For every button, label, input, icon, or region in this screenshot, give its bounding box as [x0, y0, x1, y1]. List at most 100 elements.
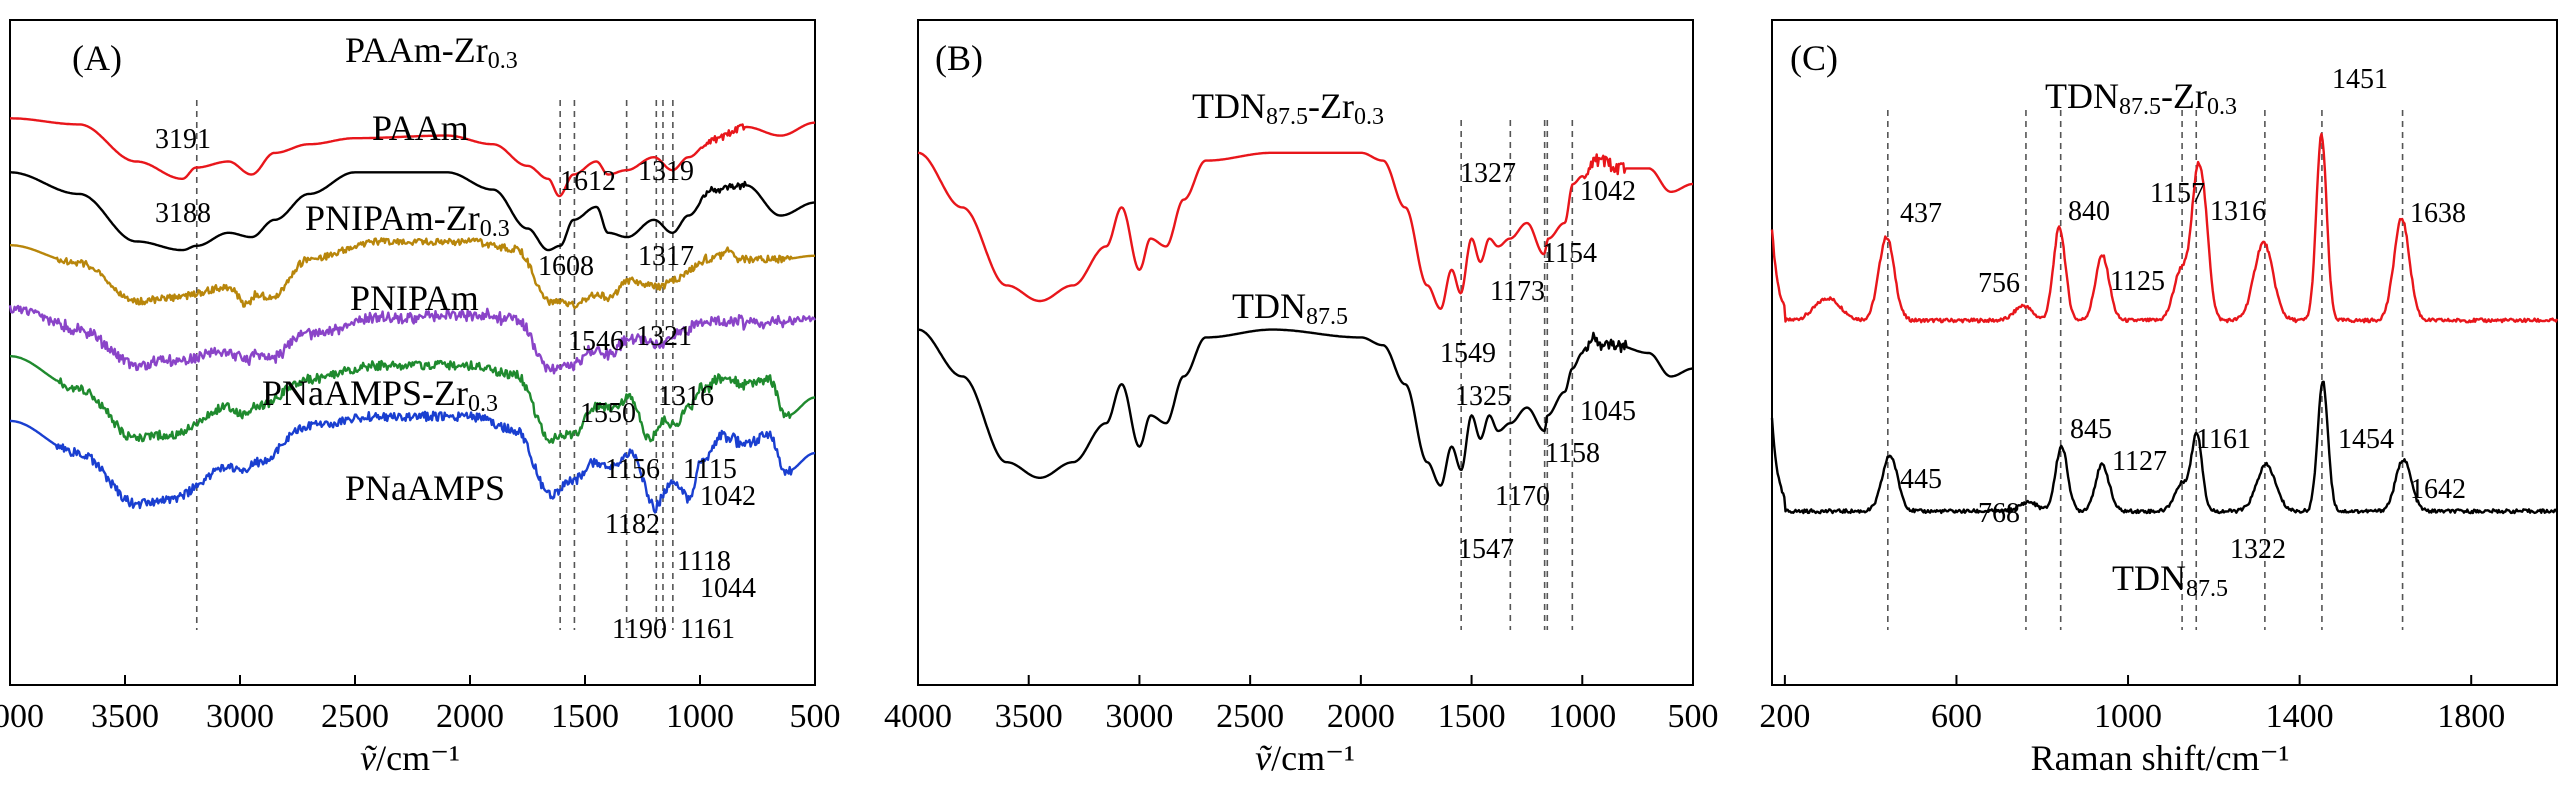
- x-tick-label: 600: [1931, 698, 1982, 735]
- panel-c-ticks: 200 600 1000 1400 1800: [1759, 675, 2505, 735]
- x-tick-label: 4000: [884, 698, 952, 735]
- peak-label: 1638: [2410, 198, 2466, 229]
- peak-label: 1316: [658, 381, 714, 412]
- x-tick-label: 3500: [995, 698, 1063, 735]
- x-tick-label: 3500: [91, 698, 159, 735]
- peak-label: 768: [1978, 498, 2020, 529]
- label-tdn: TDN87.5: [1232, 286, 1348, 330]
- peak-label: 1156: [605, 454, 660, 485]
- panel-c-guides: [1887, 110, 2404, 630]
- panel-a-curves: [8, 117, 817, 514]
- panel-c-label: (C): [1790, 38, 1838, 78]
- peak-label: 1190: [612, 614, 667, 645]
- x-tick-label: 200: [1759, 698, 1810, 735]
- x-tick-label: 1000: [2094, 698, 2162, 735]
- series-line: [8, 304, 817, 375]
- series-line: [9, 410, 816, 514]
- peak-label: 1161: [680, 614, 735, 645]
- panel-b: (B) 4000 3500 3000 2500 2000 1500 1000 500 TDN8…: [884, 19, 1719, 778]
- peak-label: 1451: [2332, 64, 2388, 95]
- label-pnipam: PNIPAm: [350, 278, 479, 318]
- peak-label: 1547: [1458, 534, 1514, 565]
- peak-label: 1317: [638, 241, 694, 272]
- series-line: [9, 117, 816, 198]
- label-pnipam-zr: PNIPAm-Zr0.3: [305, 198, 510, 242]
- panel-a-frame: [9, 19, 816, 686]
- series-line: [9, 237, 816, 310]
- panel-c-frame: [1771, 19, 2558, 686]
- peak-label: 1322: [2230, 534, 2286, 565]
- panel-b-ticks: 4000 3500 3000 2500 2000 1500 1000 500: [884, 675, 1719, 735]
- peak-label: 1118: [677, 546, 731, 577]
- series-line: [1770, 132, 2559, 324]
- label-raman-tdn-zr: TDN87.5-Zr0.3: [2045, 76, 2237, 120]
- label-raman-tdn: TDN87.5: [2112, 558, 2228, 602]
- series-line: [9, 171, 816, 252]
- label-pnaamps-zr: PNaAMPS-Zr0.3: [262, 373, 498, 417]
- panel-b-xlabel: ṽ/cm⁻¹: [1255, 738, 1355, 778]
- peak-label: 1045: [1580, 396, 1636, 427]
- peak-label: 1161: [2196, 424, 2251, 455]
- x-tick-label: 2500: [1216, 698, 1284, 735]
- series-line: [917, 328, 1694, 487]
- label-paam: PAAm: [372, 108, 469, 148]
- peak-label: 756: [1978, 268, 2020, 299]
- series-line: [1770, 380, 2559, 515]
- peak-label: 1549: [1440, 338, 1496, 369]
- peak-label: 840: [2068, 196, 2110, 227]
- x-tick-label: 4000: [0, 698, 44, 735]
- label-paam-zr: PAAm-Zr0.3: [345, 30, 518, 74]
- peak-label: 3191: [155, 124, 211, 155]
- x-tick-label: 2000: [436, 698, 504, 735]
- panel-a-label: (A): [72, 38, 122, 78]
- peak-label: 1182: [605, 509, 660, 540]
- series-line: [917, 151, 1694, 310]
- label-pnaamps: PNaAMPS: [345, 468, 505, 508]
- peak-label: 1642: [2410, 474, 2466, 505]
- series-line: [9, 355, 816, 444]
- peak-label: 1321: [636, 321, 692, 352]
- peak-label: 1325: [1455, 381, 1511, 412]
- peak-label: 1127: [2112, 446, 2167, 477]
- peak-label: 1157: [2150, 178, 2205, 209]
- peak-label: 1173: [1490, 276, 1545, 307]
- panel-c: (C) 200 600 1000 1400 1800 TDN87.5-Zr0.3 TDN…: [1759, 19, 2559, 778]
- peak-label: 1319: [638, 156, 694, 187]
- x-tick-label: 3000: [1105, 698, 1173, 735]
- x-tick-label: 1500: [551, 698, 619, 735]
- x-tick-label: 3000: [206, 698, 274, 735]
- peak-label: 1158: [1545, 438, 1600, 469]
- panel-c-xlabel: Raman shift/cm⁻¹: [2031, 738, 2290, 778]
- peak-label: 1612: [560, 166, 616, 197]
- peak-label: 1550: [580, 398, 636, 429]
- peak-label: 1115: [683, 454, 737, 485]
- x-tick-label: 1500: [1438, 698, 1506, 735]
- peak-label: 845: [2070, 414, 2112, 445]
- peak-label: 437: [1900, 198, 1942, 229]
- peak-label: 1170: [1495, 481, 1550, 512]
- peak-label: 1154: [1542, 238, 1597, 269]
- x-tick-label: 2500: [321, 698, 389, 735]
- x-tick-label: 1400: [2266, 698, 2334, 735]
- x-tick-label: 1000: [666, 698, 734, 735]
- panel-b-frame: [917, 19, 1694, 686]
- peak-label: 1454: [2338, 424, 2394, 455]
- peak-label: 1327: [1460, 158, 1516, 189]
- peak-label: 1546: [568, 326, 624, 357]
- x-tick-label: 500: [790, 698, 841, 735]
- panel-a-ticks: 4000 3500 3000 2500 2000 1500 1000 500: [0, 675, 841, 735]
- peak-label: 1608: [538, 251, 594, 282]
- peak-label: 445: [1900, 464, 1942, 495]
- x-tick-label: 1800: [2437, 698, 2505, 735]
- panel-b-label: (B): [935, 38, 983, 78]
- panel-a-xlabel: ṽ/cm⁻¹: [360, 738, 460, 778]
- label-tdn-zr: TDN87.5-Zr0.3: [1192, 86, 1384, 130]
- x-tick-label: 2000: [1327, 698, 1395, 735]
- peak-label: 1316: [2210, 196, 2266, 227]
- panel-b-guides: [1460, 120, 1574, 630]
- peak-label: 3188: [155, 198, 211, 229]
- panel-c-curves: [1770, 132, 2559, 515]
- peak-label: 1125: [2110, 266, 2165, 297]
- peak-label: 1044: [700, 573, 756, 604]
